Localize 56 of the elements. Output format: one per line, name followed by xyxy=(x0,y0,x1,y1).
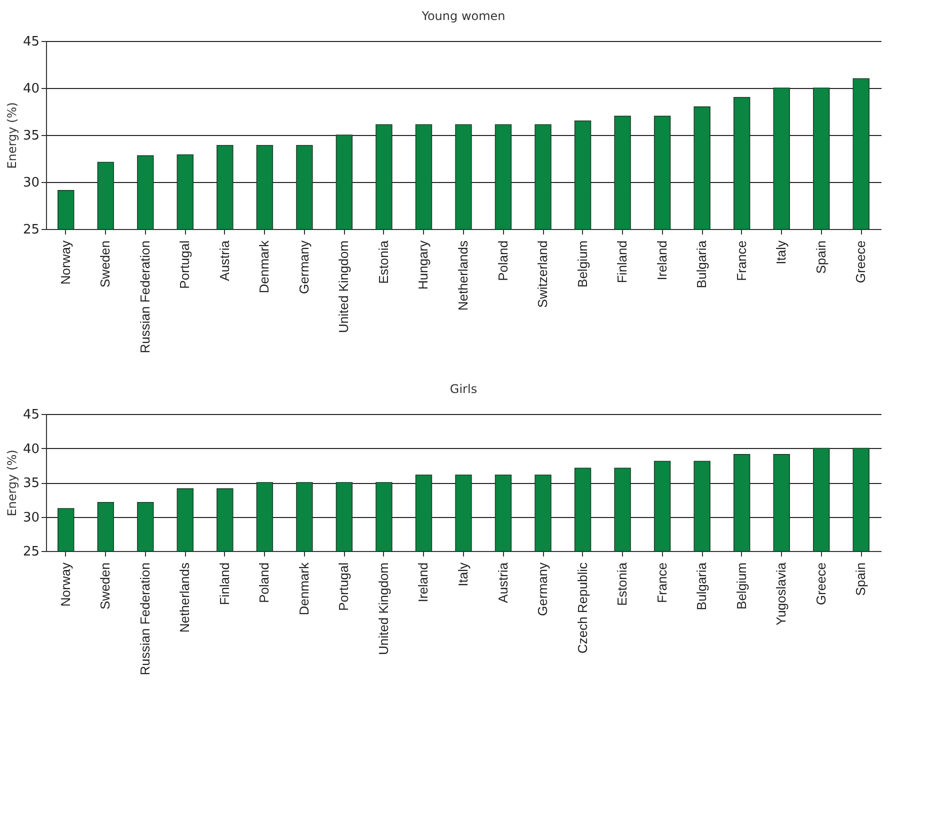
x-tick-label: Netherlands xyxy=(177,562,192,633)
y-tick-label: 35 xyxy=(22,476,40,491)
x-tick-label: Poland xyxy=(495,240,510,281)
x-tick-label: Denmark xyxy=(296,562,312,616)
x-tick-label: Greece xyxy=(813,562,828,606)
x-tick-label: United Kingdom xyxy=(376,562,391,655)
x-tick-label: Hungary xyxy=(416,240,431,290)
x-tick-label: Ireland xyxy=(654,240,670,280)
x-tick-label: Finland xyxy=(614,240,630,284)
x-tick-label: Spain xyxy=(853,562,868,596)
y-tick-label: 35 xyxy=(22,128,40,144)
y-tick-label: 45 xyxy=(22,34,40,50)
y-axis-title: Energy (%) xyxy=(4,102,19,169)
x-tick-label: Norway xyxy=(58,240,73,285)
y-tick-label: 25 xyxy=(22,544,40,560)
x-tick-label: Bulgaria xyxy=(694,562,710,610)
x-tick-label: Austria xyxy=(495,562,510,603)
x-tick-label: Germany xyxy=(296,240,312,294)
x-tick-label: Sweden xyxy=(98,240,113,288)
x-tick-label: Germany xyxy=(535,562,550,616)
y-tick-label: 40 xyxy=(22,442,40,457)
x-tick-label: Estonia xyxy=(376,240,391,284)
x-tick-label: Belgium xyxy=(574,240,590,288)
x-tick-label: Austria xyxy=(216,240,232,281)
chart-title: Girls xyxy=(450,382,478,396)
y-axis-title: Energy (%) xyxy=(4,450,19,516)
y-tick-label: 40 xyxy=(22,82,40,96)
x-tick-label: Ireland xyxy=(416,562,431,602)
y-tick-label: 45 xyxy=(22,408,40,422)
x-tick-label: Yugoslavia xyxy=(774,562,789,626)
y-tick-label: 30 xyxy=(22,176,40,190)
x-tick-label: Czech Republic xyxy=(574,562,590,654)
x-tick-label: Bulgaria xyxy=(694,240,710,288)
chart-title: Young women xyxy=(420,9,506,23)
x-tick-label: Russian Federation xyxy=(137,562,152,676)
x-tick-label: Sweden xyxy=(98,562,113,610)
x-tick-label: Portugal xyxy=(336,562,352,611)
x-tick-label: Estonia xyxy=(614,562,630,606)
x-tick-label: Portugal xyxy=(177,240,192,289)
x-tick-label: Switzerland xyxy=(535,240,550,308)
x-tick-label: Russian Federation xyxy=(137,240,152,354)
x-tick-label: Greece xyxy=(853,240,868,284)
x-tick-label: Netherlands xyxy=(456,240,470,311)
x-tick-label: Spain xyxy=(813,240,828,274)
x-tick-label: Finland xyxy=(216,562,232,606)
x-tick-label: Denmark xyxy=(256,240,272,294)
y-tick-label: 30 xyxy=(22,510,40,526)
x-tick-label: Italy xyxy=(774,240,789,264)
x-tick-label: France xyxy=(654,562,670,603)
x-tick-label: Belgium xyxy=(734,562,749,610)
x-tick-label: United Kingdom xyxy=(336,240,352,333)
x-tick-label: Italy xyxy=(456,562,470,586)
y-tick-label: 25 xyxy=(22,222,40,238)
x-tick-label: France xyxy=(734,240,749,281)
x-tick-label: Norway xyxy=(58,562,73,607)
x-tick-label: Poland xyxy=(256,562,272,603)
